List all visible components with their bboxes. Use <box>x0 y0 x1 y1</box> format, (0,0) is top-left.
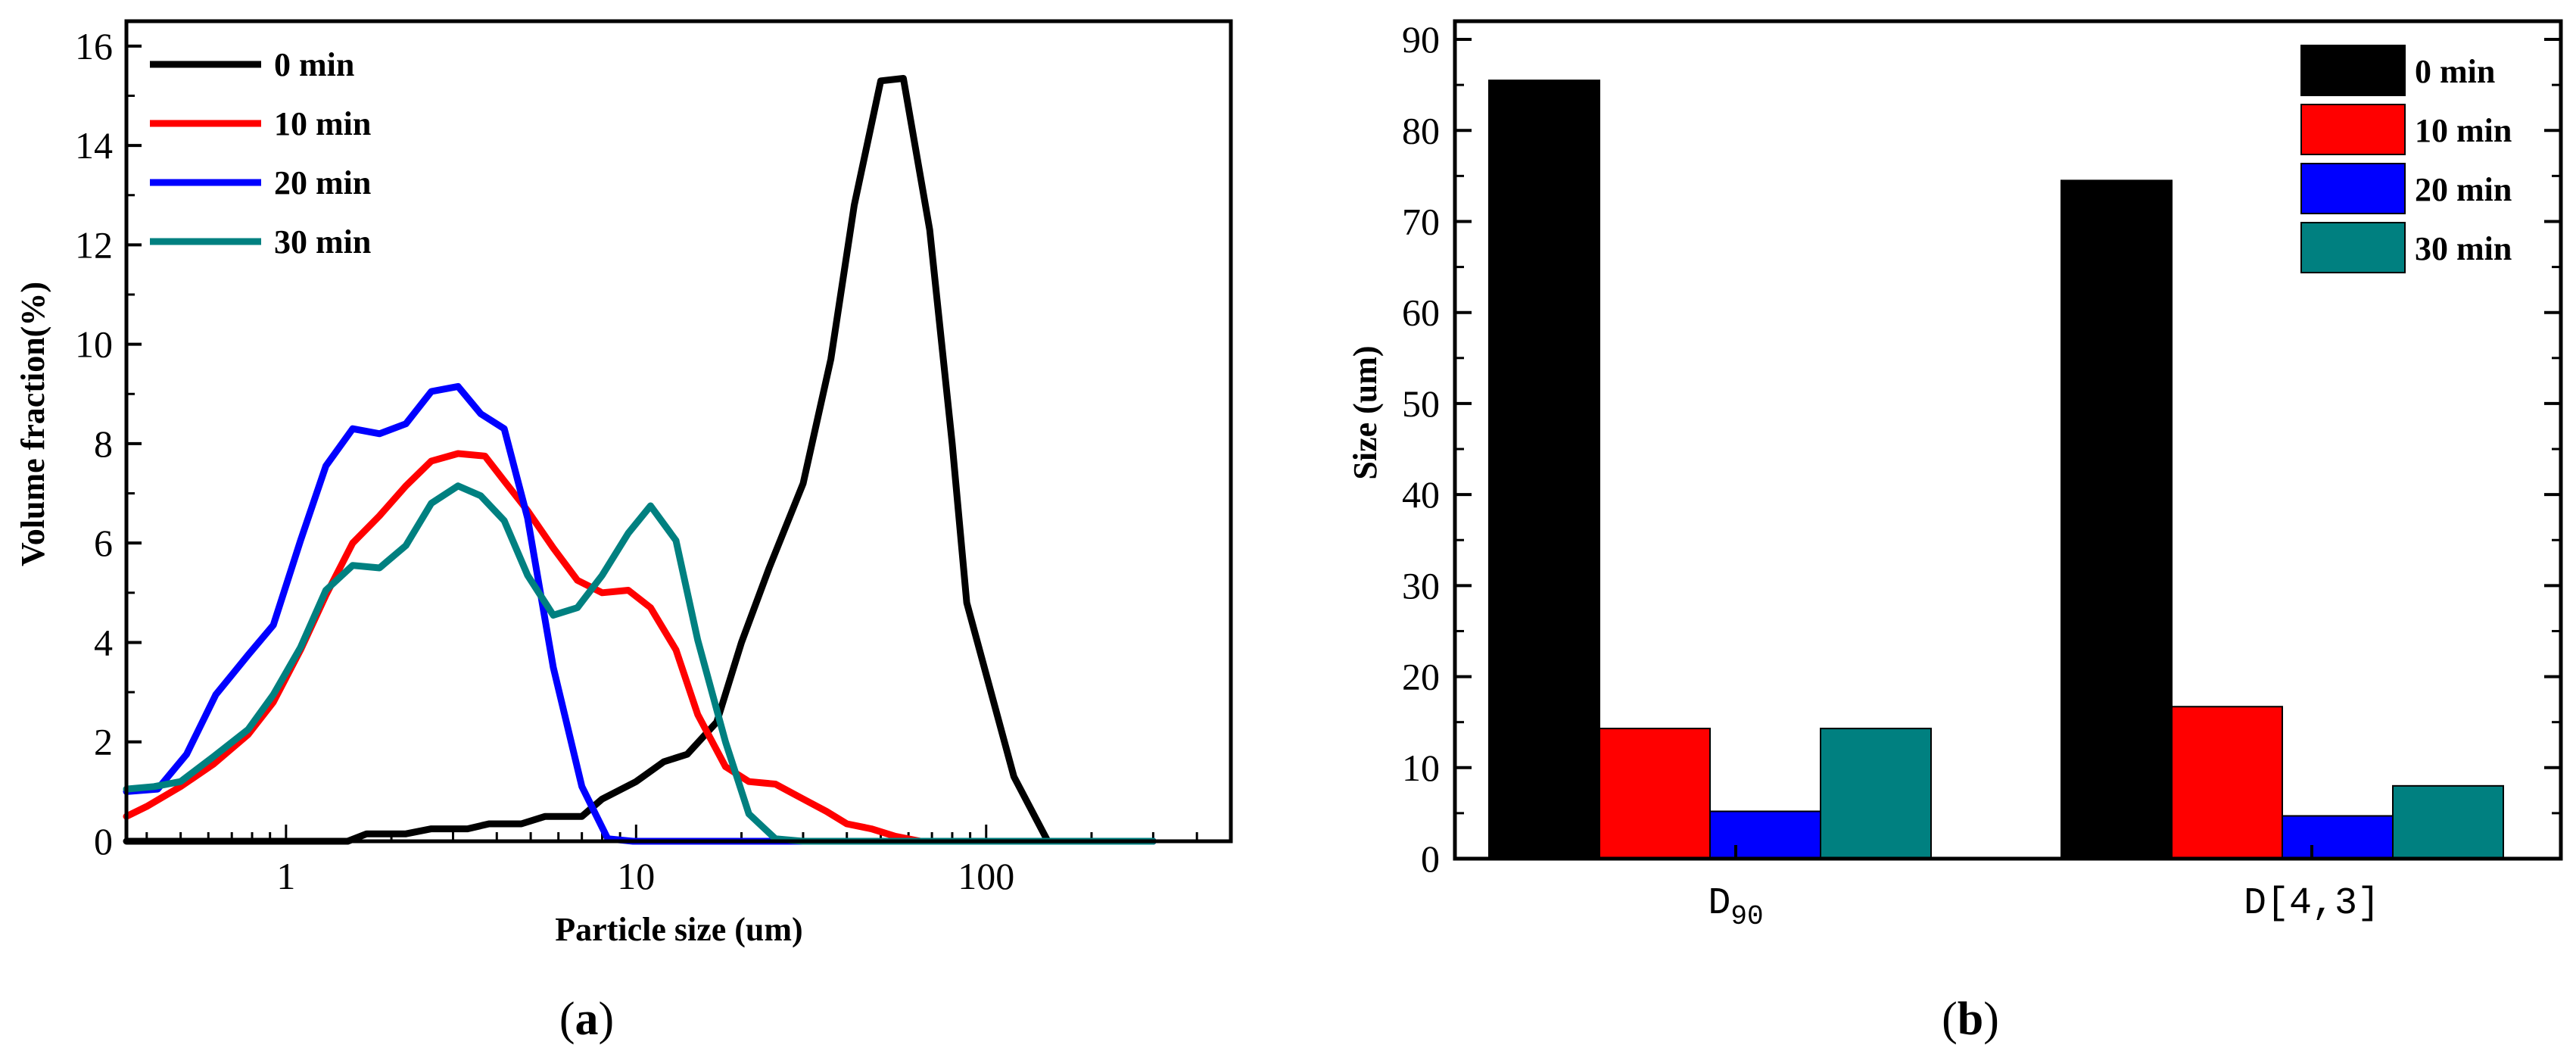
b-bar-1-30-min <box>2392 784 2504 859</box>
b-ytick-label-0: 0 <box>1421 837 1440 880</box>
a-legend: 0 min 10 min 20 min 30 min <box>150 46 371 260</box>
b-category-labels: D90 D[4,3] <box>1708 882 2380 932</box>
a-ytick-label-0: 0 <box>94 820 113 862</box>
b-ytick-label-1: 10 <box>1402 747 1440 789</box>
a-series-lines <box>123 75 1157 845</box>
b-axis-ticks <box>1455 38 2561 860</box>
b-category-main-0: D <box>1708 882 1730 925</box>
b-legend-swatch-2 <box>2300 163 2406 214</box>
b-category-main-1: D[4,3] <box>2244 882 2380 925</box>
a-xtick-label-1: 10 <box>617 855 655 897</box>
b-panel-label: (b) <box>1942 993 1999 1045</box>
b-ytick-label-7: 70 <box>1402 200 1440 242</box>
b-bar-1-10-min <box>2171 706 2283 859</box>
b-ytick-label-2: 20 <box>1402 656 1440 698</box>
b-ytick-label-8: 80 <box>1402 109 1440 151</box>
b-bar-0-20-min <box>1709 810 1821 859</box>
a-xtick-label-2: 100 <box>958 855 1014 897</box>
a-ytick-label-3: 6 <box>94 522 113 564</box>
a-legend-label-2: 20 min <box>274 164 371 201</box>
b-y-tick-labels: 0 10 20 30 40 50 60 70 80 90 <box>1402 18 1440 880</box>
a-xtick-label-0: 1 <box>276 855 295 897</box>
a-ytick-label-4: 8 <box>94 423 113 465</box>
b-legend: 0 min 10 min 20 min 30 min <box>2300 45 2512 273</box>
b-legend-swatch-0 <box>2300 45 2406 96</box>
a-series-line-0-min <box>123 75 1157 845</box>
b-y-axis-label: Size (um) <box>1347 345 1384 479</box>
b-bar-0-30-min <box>1820 728 1932 859</box>
a-ytick-label-2: 4 <box>94 621 113 663</box>
a-ytick-label-1: 2 <box>94 721 113 763</box>
a-panel-label: (a) <box>559 993 614 1045</box>
a-series-line-30-min <box>123 482 1157 845</box>
b-ytick-label-5: 50 <box>1402 382 1440 425</box>
b-bar-1-0-min <box>2060 179 2173 859</box>
a-legend-label-0: 0 min <box>274 46 354 83</box>
a-plot-frame <box>124 19 1233 844</box>
b-ytick-label-4: 40 <box>1402 473 1440 516</box>
b-panel-letter: b <box>1958 993 1983 1045</box>
b-bar-0-0-min <box>1488 80 1600 859</box>
b-legend-label-0: 0 min <box>2415 53 2495 90</box>
a-y-tick-labels: 0 2 4 6 8 10 12 14 16 <box>75 25 113 862</box>
a-legend-label-3: 30 min <box>274 223 371 260</box>
b-ytick-label-9: 90 <box>1402 18 1440 61</box>
b-legend-label-3: 30 min <box>2415 230 2512 267</box>
a-ytick-label-8: 16 <box>75 25 113 67</box>
a-x-axis-label: Particle size (um) <box>555 911 802 948</box>
b-category-label-0: D90 <box>1708 882 1763 932</box>
a-legend-label-1: 10 min <box>274 105 371 142</box>
b-ytick-label-3: 30 <box>1402 564 1440 607</box>
b-category-label-1: D[4,3] <box>2244 882 2380 925</box>
a-ytick-label-6: 12 <box>75 223 113 266</box>
b-legend-label-2: 20 min <box>2415 171 2512 208</box>
b-ytick-label-6: 60 <box>1402 292 1440 334</box>
a-series-line-20-min <box>123 382 1157 845</box>
b-bars <box>1488 80 2504 859</box>
b-category-subscript-0: 90 <box>1730 901 1763 932</box>
a-x-tick-labels: 1 10 100 <box>276 855 1014 897</box>
b-plot-frame <box>1453 19 2563 861</box>
b-bar-1-20-min <box>2282 815 2394 859</box>
b-legend-swatch-3 <box>2300 222 2406 273</box>
b-legend-label-1: 10 min <box>2415 112 2512 149</box>
b-bar-0-10-min <box>1599 728 1711 859</box>
b-legend-swatch-1 <box>2300 104 2406 155</box>
a-panel-letter: a <box>575 993 599 1045</box>
a-ytick-label-5: 10 <box>75 323 113 366</box>
a-ytick-label-7: 14 <box>75 124 113 167</box>
a-y-axis-label: Volume fraction(%) <box>14 282 51 566</box>
